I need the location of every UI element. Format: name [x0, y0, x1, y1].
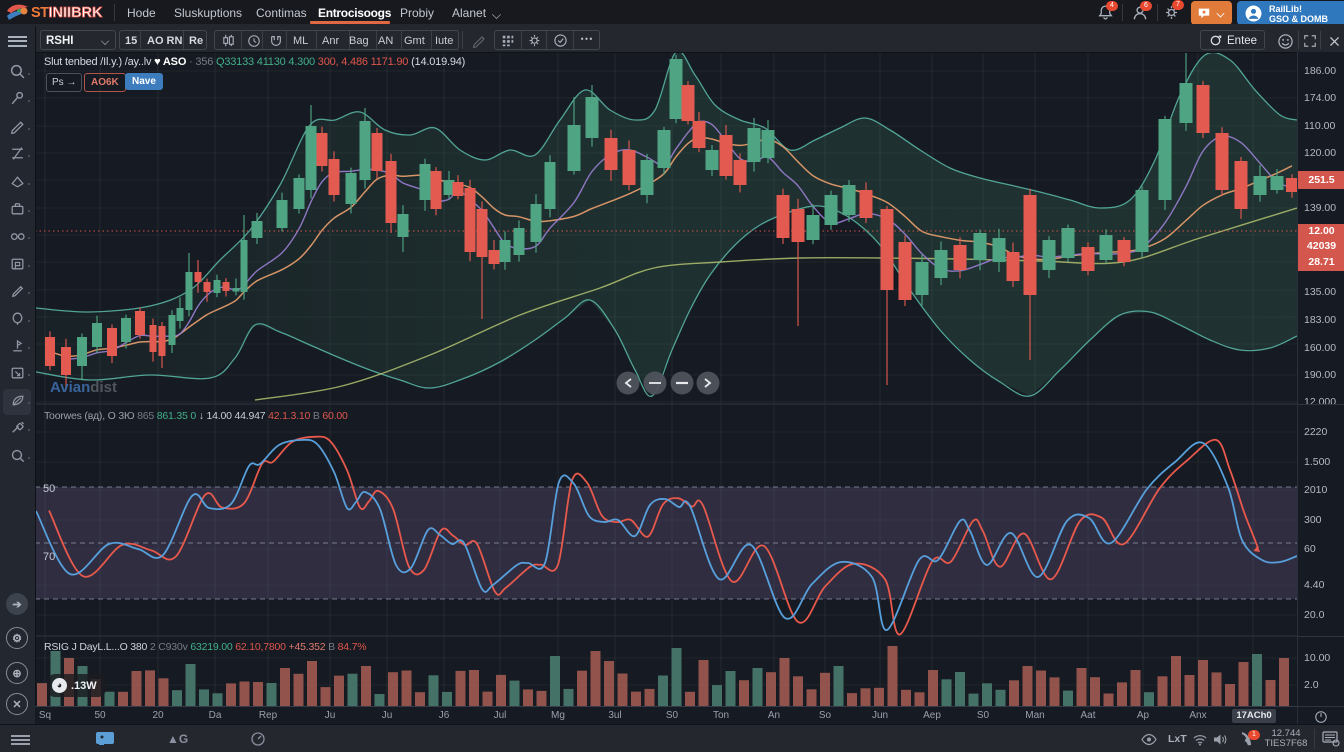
svg-text:50: 50 [43, 483, 55, 495]
svg-text:Aviandist: Aviandist [50, 379, 117, 396]
svg-text:70: 70 [43, 551, 55, 563]
